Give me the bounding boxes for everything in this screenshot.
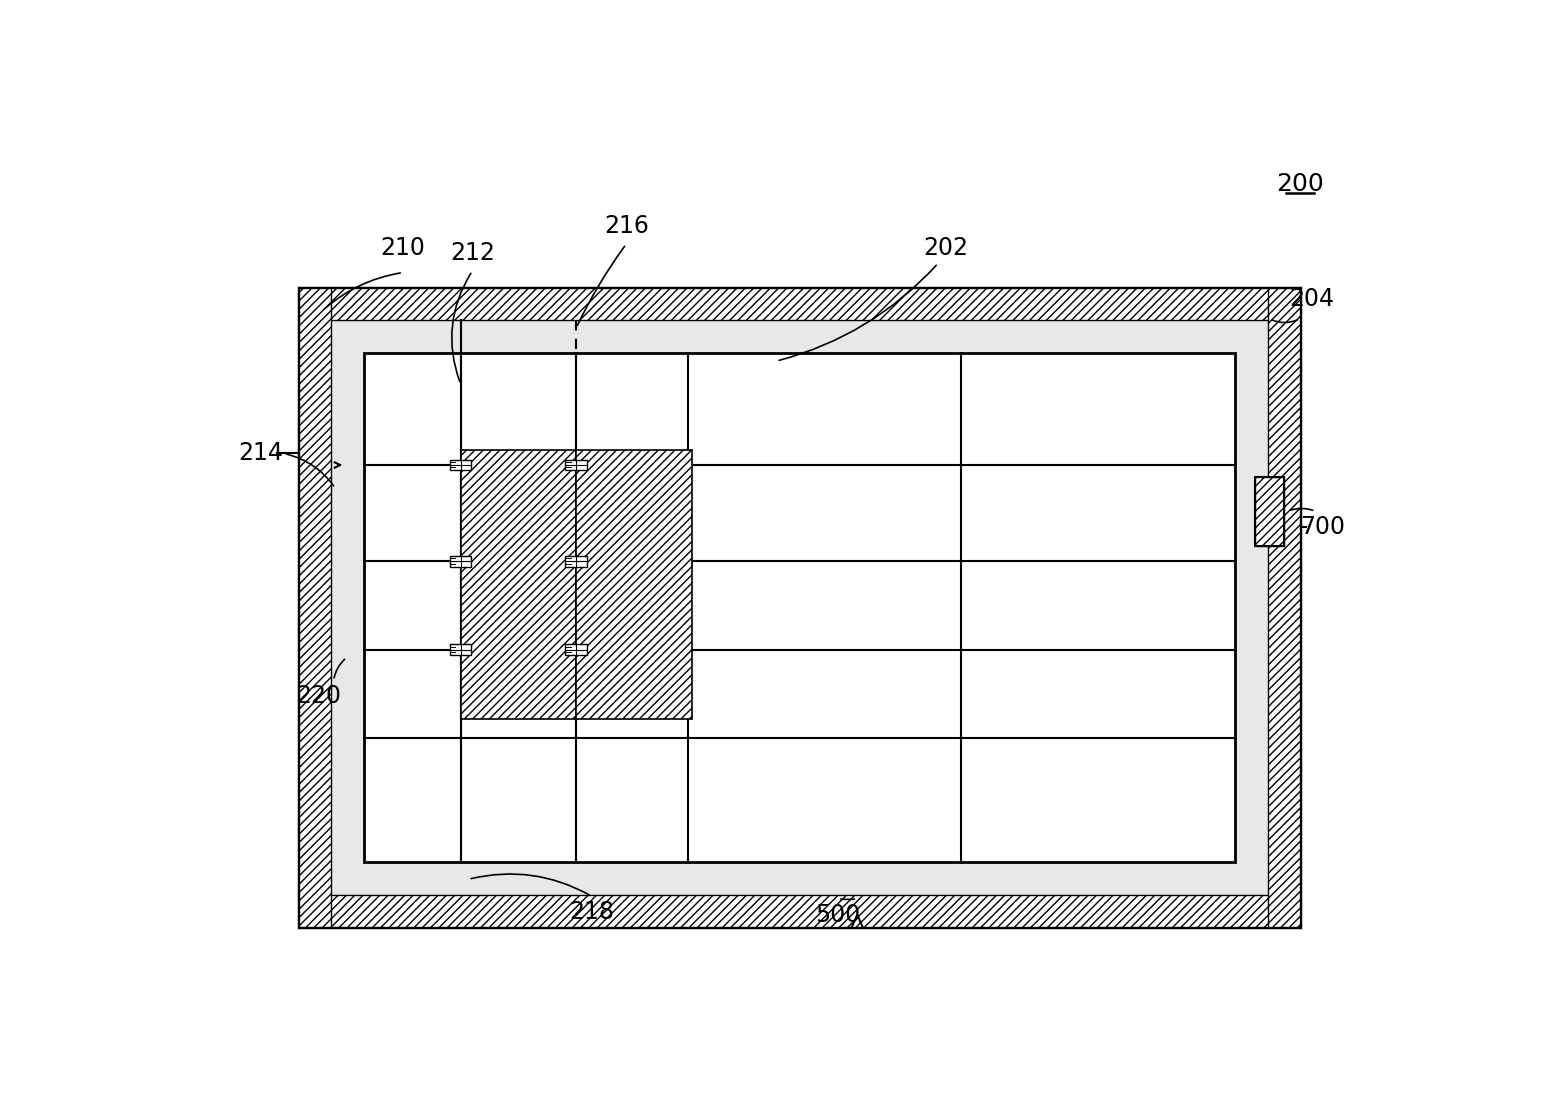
Bar [565, 460, 587, 471]
Bar [449, 644, 471, 655]
Bar [300, 895, 1299, 927]
Text: 210: 210 [381, 235, 426, 260]
Bar [1254, 477, 1284, 546]
Bar [576, 450, 691, 719]
Text: 700: 700 [1301, 514, 1346, 539]
Bar [565, 644, 587, 655]
Bar [300, 288, 331, 927]
Text: 214: 214 [239, 442, 282, 465]
Bar [449, 556, 471, 567]
Text: 500: 500 [816, 904, 861, 927]
Bar [1254, 477, 1284, 546]
Bar [460, 450, 576, 719]
Bar [1268, 288, 1299, 927]
Bar [300, 288, 1299, 927]
Bar [565, 556, 587, 567]
Text: 218: 218 [569, 899, 615, 924]
Text: 216: 216 [604, 214, 649, 239]
Bar [300, 288, 1299, 320]
Text: 200: 200 [1276, 172, 1324, 196]
Text: 220: 220 [296, 684, 340, 708]
Text: 204: 204 [1289, 288, 1334, 311]
Bar [449, 460, 471, 471]
Bar [365, 354, 1234, 862]
Text: 202: 202 [924, 235, 969, 260]
Text: 212: 212 [449, 241, 495, 266]
